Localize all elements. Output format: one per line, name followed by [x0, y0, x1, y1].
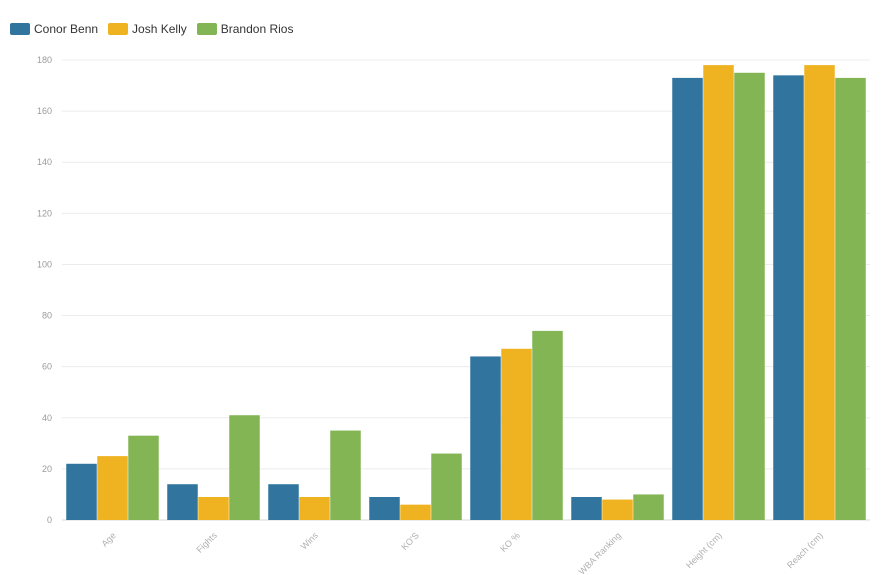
bar-conor-benn-wba-ranking[interactable]: [571, 497, 602, 520]
x-tick-label-age: Age: [100, 530, 118, 548]
bar-conor-benn-ko[interactable]: [470, 356, 501, 520]
y-tick-label-140: 140: [37, 157, 52, 167]
y-tick-label-20: 20: [42, 464, 52, 474]
x-tick-label-reach-cm: Reach (cm): [785, 530, 825, 570]
x-tick-label-fights: Fights: [195, 530, 220, 555]
x-tick-label-wba-ranking: WBA Ranking: [577, 530, 623, 575]
bar-josh-kelly-wins[interactable]: [299, 497, 330, 520]
bar-josh-kelly-ko-s[interactable]: [400, 504, 431, 520]
bar-brandon-rios-reach-cm[interactable]: [835, 77, 866, 520]
bar-brandon-rios-fights[interactable]: [229, 415, 260, 520]
bar-conor-benn-ko-s[interactable]: [369, 497, 400, 520]
y-tick-label-120: 120: [37, 208, 52, 218]
y-tick-label-0: 0: [47, 515, 52, 525]
y-axis-ticks: 0 20 40 60 80 100 120 140 160 180: [37, 55, 52, 525]
legend: Conor Benn Josh Kelly Brandon Rios: [10, 22, 303, 36]
y-tick-label-160: 160: [37, 106, 52, 116]
bar-brandon-rios-ko-s[interactable]: [431, 453, 462, 520]
y-tick-label-180: 180: [37, 55, 52, 65]
bar-josh-kelly-height-cm[interactable]: [703, 65, 734, 520]
bar-josh-kelly-fights[interactable]: [198, 497, 229, 520]
x-axis-labels: Age Fights Wins KO'S KO % WBA Ranking Height (…: [100, 530, 825, 575]
bar-josh-kelly-reach-cm[interactable]: [804, 65, 835, 520]
legend-swatch-josh-kelly: [108, 23, 129, 35]
bar-brandon-rios-age[interactable]: [128, 435, 159, 520]
bar-josh-kelly-ko[interactable]: [501, 348, 532, 520]
x-tick-label-ko: KO %: [498, 530, 522, 554]
bar-brandon-rios-height-cm[interactable]: [734, 72, 765, 521]
legend-label-conor-benn: Conor Benn: [34, 22, 99, 36]
x-tick-label-wins: Wins: [299, 530, 321, 552]
legend-swatch-brandon-rios: [196, 23, 217, 35]
bar-brandon-rios-wins[interactable]: [330, 430, 361, 520]
bar-conor-benn-reach-cm[interactable]: [773, 75, 804, 520]
legend-swatch-conor-benn: [10, 23, 30, 35]
bar-conor-benn-wins[interactable]: [268, 484, 299, 520]
bar-josh-kelly-age[interactable]: [97, 456, 128, 520]
legend-item-brandon-rios[interactable]: Brandon Rios: [196, 22, 294, 36]
bar-conor-benn-age[interactable]: [66, 463, 97, 520]
bar-conor-benn-fights[interactable]: [167, 484, 198, 520]
legend-label-josh-kelly: Josh Kelly: [132, 22, 187, 36]
x-tick-label-height-cm: Height (cm): [684, 530, 724, 570]
bars: [66, 65, 866, 521]
bar-josh-kelly-wba-ranking[interactable]: [602, 499, 633, 520]
y-tick-label-80: 80: [42, 311, 52, 321]
legend-label-brandon-rios: Brandon Rios: [220, 22, 294, 36]
y-tick-label-40: 40: [42, 413, 52, 423]
y-tick-label-100: 100: [37, 259, 52, 269]
legend-item-conor-benn[interactable]: Conor Benn: [10, 22, 98, 36]
x-tick-label-ko-s: KO'S: [399, 530, 421, 552]
y-tick-label-60: 60: [42, 362, 52, 372]
bar-conor-benn-height-cm[interactable]: [672, 77, 703, 520]
bar-brandon-rios-wba-ranking[interactable]: [633, 494, 664, 520]
legend-item-josh-kelly[interactable]: Josh Kelly: [108, 22, 187, 36]
bar-brandon-rios-ko[interactable]: [532, 330, 563, 520]
